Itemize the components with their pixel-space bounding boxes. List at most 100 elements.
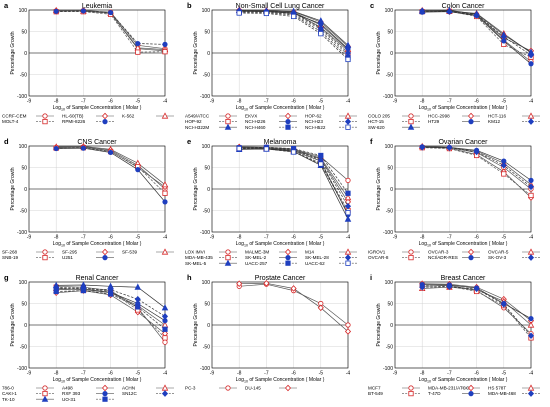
data-point xyxy=(527,48,535,55)
legend-marker xyxy=(408,255,414,261)
x-tick-label: -9 xyxy=(27,235,32,241)
y-tick-label: 0 xyxy=(390,323,393,329)
legend-label: SN12C xyxy=(122,391,137,396)
y-axis-label: Percentage Growth xyxy=(376,303,382,346)
data-point xyxy=(161,181,169,188)
y-axis-label: Percentage Growth xyxy=(10,31,16,74)
x-tick-label: -6 xyxy=(291,371,296,377)
data-point xyxy=(418,7,426,14)
legend: COLO 205 HCC-2998 HCT-116 HCT-15 HT29 KM12 SW-… xyxy=(368,112,540,130)
legend-marker xyxy=(161,384,169,391)
data-point xyxy=(162,326,168,332)
chart-panel-g: g Renal Cancer -100 -50 0 50 100 -9 -8 -7 -6 -5 -4 Pe… xyxy=(2,273,174,402)
legend-label: NCI-H23 xyxy=(305,119,323,124)
x-tick-label: -6 xyxy=(291,235,296,241)
legend-marker xyxy=(527,384,535,391)
legend-label: UACC-257 xyxy=(245,261,268,266)
legend-marker xyxy=(224,259,232,266)
data-point xyxy=(318,152,324,159)
chart-title: Breast Cancer xyxy=(441,275,486,282)
chart-panel-i: i Breast Cancer -100 -50 0 50 100 -9 -8 -7 -6 -5 -4 P… xyxy=(368,273,540,397)
legend-label: UACC-62 xyxy=(305,261,325,266)
x-axis-label: Log10 of Sample Concentration ( Molar ) xyxy=(236,241,325,248)
y-tick-label: 100 xyxy=(202,8,211,14)
data-point xyxy=(318,31,324,37)
data-point xyxy=(263,10,269,17)
y-tick-label: 50 xyxy=(204,30,210,36)
data-point xyxy=(500,301,507,308)
x-tick-label: -5 xyxy=(319,371,324,377)
chart-panel-h: h Prostate Cancer -100 -50 0 50 100 -9 -8 -7 -6 -5 -… xyxy=(185,273,352,392)
legend-marker xyxy=(527,390,535,397)
chart-title: Prostate Cancer xyxy=(255,275,306,282)
y-tick-label: -100 xyxy=(200,94,210,100)
data-point xyxy=(162,190,168,196)
legend-marker xyxy=(527,112,535,119)
y-tick-label: -100 xyxy=(383,230,393,236)
legend-marker xyxy=(467,384,475,392)
chart-title: Colon Cancer xyxy=(442,3,485,10)
data-point xyxy=(52,281,60,289)
x-tick-label: -7 xyxy=(264,371,269,377)
y-axis-label: Percentage Growth xyxy=(193,303,199,346)
legend-label: U251 xyxy=(62,255,73,260)
x-tick-label: -9 xyxy=(393,371,398,377)
x-tick-label: -8 xyxy=(237,99,242,105)
x-tick-label: -9 xyxy=(210,235,215,241)
legend-label: LOX IMVI xyxy=(185,250,205,255)
legend-marker xyxy=(468,391,474,397)
legend-label: HCT-116 xyxy=(488,114,506,119)
y-tick-label: 100 xyxy=(19,280,28,286)
data-point xyxy=(528,177,534,184)
x-axis-label: Log10 of Sample Concentration ( Molar ) xyxy=(53,105,142,112)
y-tick-label: 0 xyxy=(207,51,210,57)
data-point xyxy=(108,291,114,297)
legend-label: NCI/ADR-RES xyxy=(428,255,458,260)
y-tick-label: -100 xyxy=(17,230,27,236)
legend-marker xyxy=(345,124,351,130)
series-line xyxy=(422,10,532,56)
x-tick-label: -8 xyxy=(54,371,59,377)
y-tick-label: 0 xyxy=(24,51,27,57)
data-point xyxy=(345,177,351,184)
x-axis-label: Log10 of Sample Concentration ( Molar ) xyxy=(236,377,325,384)
x-tick-label: -4 xyxy=(346,99,351,105)
y-tick-label: -50 xyxy=(203,73,210,79)
chart-title: Melanoma xyxy=(264,139,297,146)
x-axis-label: Log10 of Sample Concentration ( Molar ) xyxy=(419,105,508,112)
data-point xyxy=(162,49,168,55)
legend-label: HCT-15 xyxy=(368,119,384,124)
legend-marker xyxy=(284,112,292,120)
legend-marker xyxy=(42,119,48,125)
legend-label: K-562 xyxy=(122,114,135,119)
legend-label: HT29 xyxy=(428,119,440,124)
x-tick-label: -6 xyxy=(291,99,296,105)
data-point xyxy=(135,304,141,310)
panel-letter: b xyxy=(187,1,192,10)
legend-marker xyxy=(161,112,169,119)
legend-label: SK-MEL-2 xyxy=(245,255,267,260)
data-point xyxy=(500,162,507,169)
legend-marker xyxy=(41,395,49,402)
legend-label: OVCAR-3 xyxy=(428,250,449,255)
legend-label: ACHN xyxy=(122,386,135,391)
chart-title: Ovarian Cancer xyxy=(438,139,488,146)
x-axis-label: Log10 of Sample Concentration ( Molar ) xyxy=(53,377,142,384)
legend-label: SW-620 xyxy=(368,125,385,130)
legend-marker xyxy=(102,255,108,261)
legend: LOX IMVI MALME-3M M14 MDA-MB-435 SK-MEL-2 SK-… xyxy=(185,248,357,266)
legend-label: MCF7 xyxy=(368,386,381,391)
x-tick-label: -9 xyxy=(210,99,215,105)
chart-panel-b: b Non-Small Cell Lung Cancer -100 -50 0 50 100… xyxy=(185,1,357,130)
y-tick-label: -50 xyxy=(20,73,27,79)
data-point xyxy=(53,288,59,295)
y-tick-label: 100 xyxy=(19,8,28,14)
legend-label: M14 xyxy=(305,250,314,255)
legend-marker xyxy=(344,248,352,255)
data-point xyxy=(527,332,535,340)
legend-marker xyxy=(527,248,535,255)
data-point xyxy=(344,202,352,210)
legend-marker xyxy=(285,124,291,130)
legend-marker xyxy=(284,248,292,256)
legend-marker xyxy=(101,384,109,392)
